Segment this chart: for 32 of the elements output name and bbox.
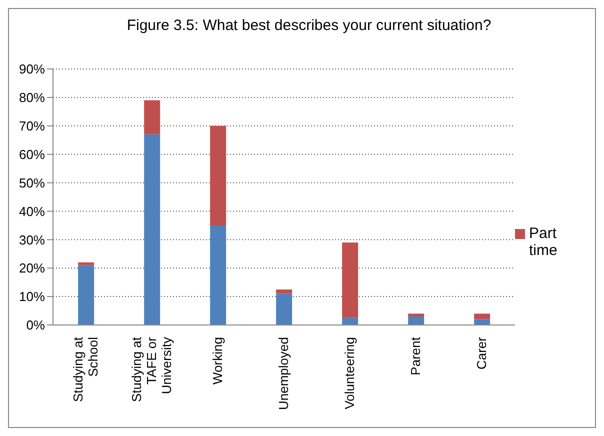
y-tick-label: 90% bbox=[18, 62, 46, 77]
legend-label: Part time bbox=[529, 225, 558, 259]
bar bbox=[210, 126, 226, 226]
bar bbox=[276, 289, 292, 294]
y-tick-label: 80% bbox=[18, 90, 46, 106]
x-tick-label: Working bbox=[210, 337, 225, 384]
y-tick-label: 60% bbox=[18, 146, 46, 162]
bar bbox=[144, 134, 160, 325]
bar bbox=[78, 265, 94, 325]
x-tick-label: Carer bbox=[474, 336, 489, 370]
y-tick-label: 40% bbox=[18, 204, 46, 219]
y-tick-label: 10% bbox=[18, 289, 46, 304]
bar bbox=[144, 100, 160, 134]
bar bbox=[276, 294, 292, 325]
x-tick-label: Studying at School bbox=[70, 336, 100, 402]
x-tick-label: Parent bbox=[408, 336, 423, 376]
y-tick-label: 20% bbox=[18, 260, 46, 276]
bar bbox=[342, 242, 358, 318]
x-tick-label: Volunteering bbox=[342, 337, 357, 410]
chart-title: Figure 3.5: What best describes your current situation? bbox=[126, 16, 492, 36]
y-tick-label: 70% bbox=[18, 118, 46, 134]
bar bbox=[474, 314, 490, 320]
y-tick-label: 0% bbox=[26, 318, 46, 333]
bar bbox=[78, 262, 94, 266]
x-tick-label: Unemployed bbox=[276, 337, 291, 410]
bar bbox=[408, 316, 424, 325]
bar bbox=[408, 314, 424, 316]
bar bbox=[210, 225, 226, 325]
bar bbox=[342, 318, 358, 325]
x-tick-label: Studying at TAFE or University bbox=[129, 336, 174, 402]
y-tick-label: 30% bbox=[18, 232, 46, 248]
y-tick-label: 50% bbox=[18, 175, 46, 190]
